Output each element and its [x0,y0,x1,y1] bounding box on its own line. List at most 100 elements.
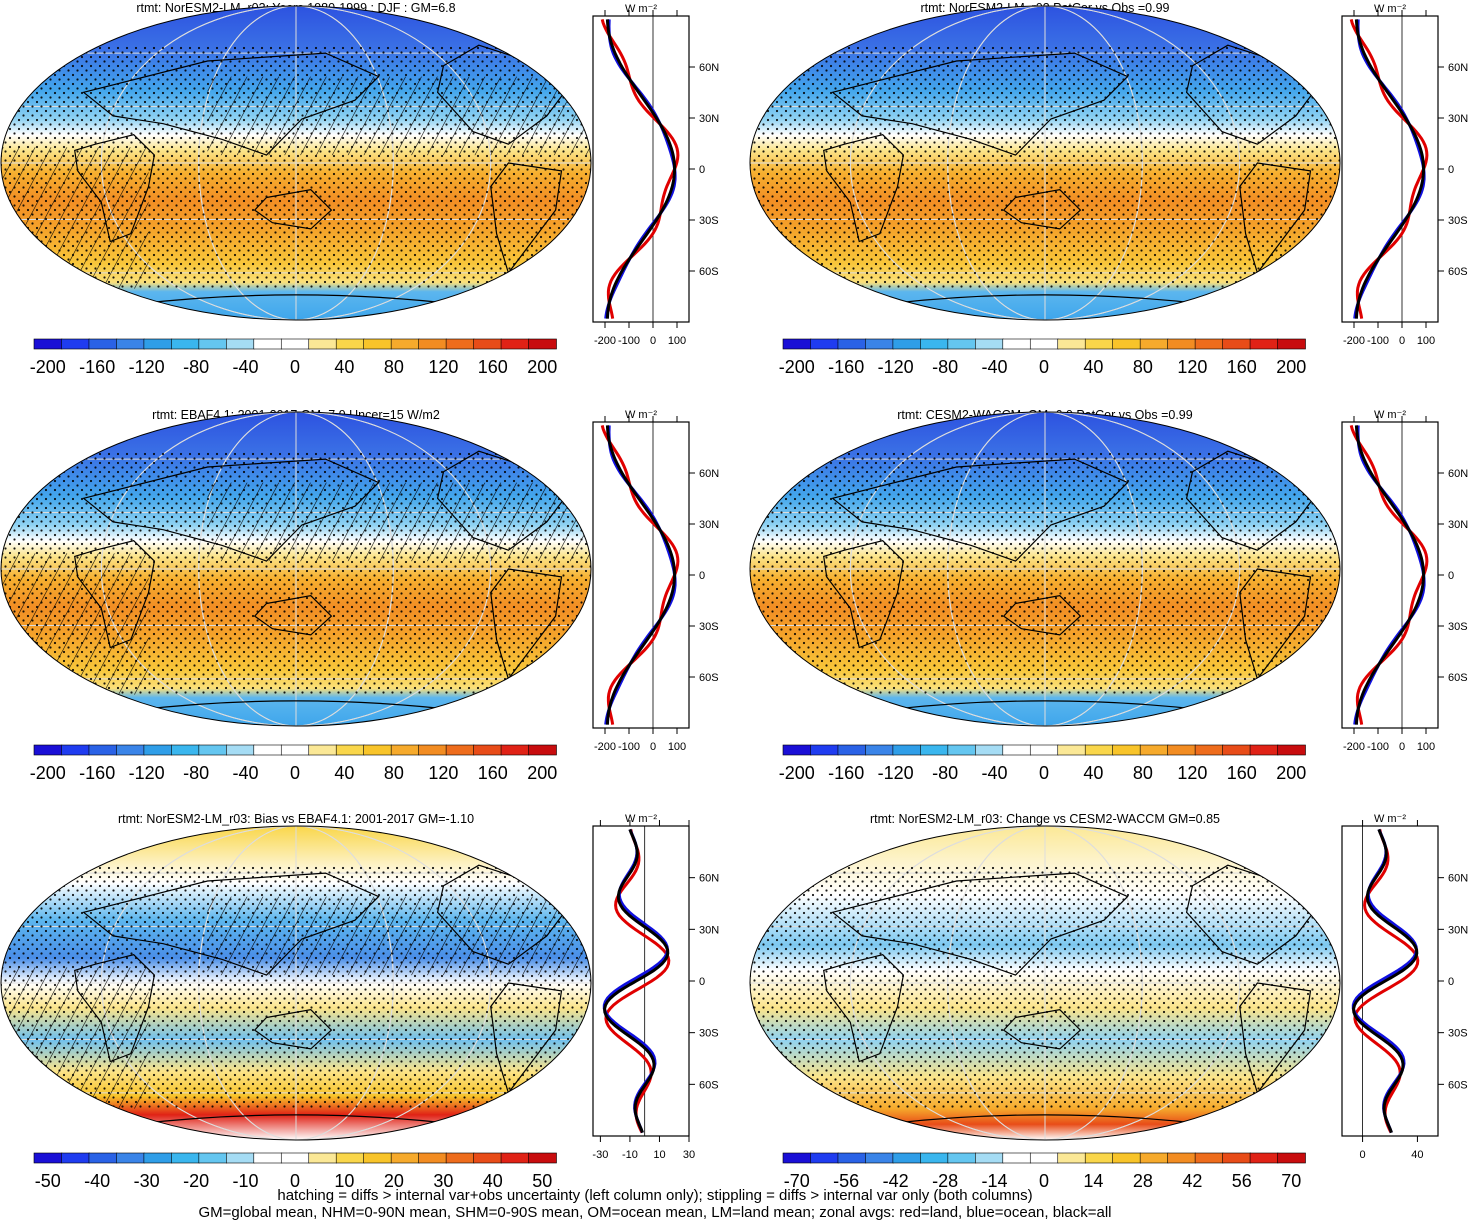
colorbar-swatch [947,1152,977,1164]
colorbar-swatch [143,1152,173,1164]
zonal-x-label: -100 [618,335,640,347]
colorbar-tick-label: 0 [1039,763,1049,783]
colorbar-tick-label: 28 [1133,1171,1153,1191]
colorbar-swatch [61,744,90,756]
map-field [750,6,1340,320]
colorbar-swatch [1249,1152,1279,1164]
colorbar-swatch [1057,744,1087,756]
colorbar-tick-label: -30 [134,1171,160,1191]
colorbar-swatch [865,1152,894,1164]
coastline [823,954,905,1063]
zonal-x-label: 0 [1399,741,1405,753]
zonal-land-series [1349,425,1429,725]
colorbar-swatch [1084,338,1114,350]
colorbar-swatch [198,338,228,350]
zonal-x-label: 0 [650,335,656,347]
coastline [831,872,1129,976]
colorbar-swatch [61,1152,90,1164]
zonal-y-label: 30S [699,621,719,633]
coastline [1002,189,1082,230]
hatching [207,76,591,156]
footer-line-2: GM=global mean, NHM=0-90N mean, SHM=0-90… [198,1204,1112,1221]
colorbar-swatch [390,744,420,756]
colorbar-swatch [198,1152,228,1164]
stippling [750,45,1340,289]
colorbar-tick-label: 160 [478,763,508,783]
colorbar-swatch [226,1152,255,1164]
colorbar-tick-label: 42 [1182,1171,1202,1191]
zonal-unit: W m⁻² [1374,813,1406,825]
zonal-y-label: 60S [1448,672,1468,684]
colorbar-tick-label: -14 [982,1171,1008,1191]
coastline [74,954,156,1063]
map-border [0,825,592,1141]
colorbar-tick-label: 80 [1133,357,1153,377]
zonal-x-label: 100 [668,741,686,753]
map-field [750,826,1340,1140]
zonal-panel: W m⁻² -200 -100 0 100 60N 30N 0 30S 60S [1341,409,1468,753]
colorbar-swatch [445,338,475,350]
colorbar-swatch [1084,1152,1114,1164]
coastline [490,162,563,275]
coastline [831,52,1129,156]
colorbar-swatch [920,338,949,350]
colorbar-swatch [1222,338,1251,350]
zonal-x-label: -100 [1367,741,1389,753]
colorbar-swatch [1277,338,1306,350]
colorbar-tick-label: -10 [233,1171,259,1191]
colorbar-swatch [975,1152,1004,1164]
map-border [0,5,592,321]
colorbar-swatch [390,1152,420,1164]
map [0,411,592,727]
colorbar-swatch [1112,1152,1141,1164]
colorbar-tick-label: -40 [233,763,259,783]
zonal-x-label: -100 [1367,335,1389,347]
coastline [253,1009,333,1050]
zonal-y-label: 0 [699,570,705,582]
coastline [1002,595,1082,636]
colorbar-tick-label: 160 [478,357,508,377]
zonal-panel: W m⁻² -30 -10 10 30 60N 30N 0 30S 60S [592,813,719,1161]
coastline [882,700,1208,711]
colorbar-swatch [473,744,502,756]
map-field [750,412,1340,726]
zonal-y-label: 30N [1448,519,1468,531]
colorbar-swatch [473,338,502,350]
colorbar-swatch [116,1152,145,1164]
colorbar-tick-label: -80 [183,763,209,783]
zonal-y-label: 60N [699,468,719,480]
panel-title: rtmt: NorESM2-LM_r03: Change vs CESM2-WA… [870,812,1220,826]
colorbar-swatch [528,338,557,350]
colorbar-tick-label: 200 [1276,357,1306,377]
colorbar-swatch [782,744,812,756]
zonal-y-label: 30N [699,113,719,125]
colorbar-swatch [947,744,977,756]
colorbar-tick-label: 40 [334,357,354,377]
coastline [490,568,563,681]
colorbar-swatch [1002,744,1032,756]
colorbar-tick-label: 200 [527,763,557,783]
colorbar-tick-label: -120 [878,357,914,377]
zonal-land-series [604,829,671,1134]
colorbar-tick-label: -20 [183,1171,209,1191]
colorbar-tick-label: -160 [79,763,115,783]
zonal-unit: W m⁻² [1374,3,1406,15]
colorbar-swatch [308,338,338,350]
coastline [253,595,333,636]
colorbar-tick-label: 10 [334,1171,354,1191]
colorbar-swatch [810,744,839,756]
zonal-all-series [1352,828,1419,1134]
colorbar-tick-label: -28 [932,1171,958,1191]
colorbar-tick-label: -70 [784,1171,810,1191]
colorbar-swatch [116,338,145,350]
colorbar-tick-label: 120 [1177,763,1207,783]
zonal-all-series [1354,19,1426,319]
colorbar-swatch [1002,338,1032,350]
colorbar-tick-label: -40 [233,357,259,377]
colorbar-swatch [390,338,420,350]
colorbar-swatch [1167,338,1196,350]
colorbar-tick-label: 70 [1281,1171,1301,1191]
zonal-y-label: 30S [1448,621,1468,633]
coastline [253,189,333,230]
coastline [882,1114,1208,1125]
